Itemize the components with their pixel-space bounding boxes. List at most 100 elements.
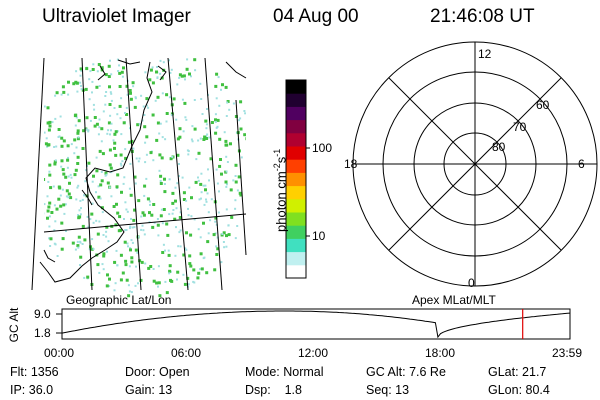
emission-speckle xyxy=(213,268,217,272)
emission-speckle xyxy=(204,188,207,192)
emission-speckle xyxy=(54,220,57,223)
emission-speckle xyxy=(133,226,136,229)
emission-speckle xyxy=(92,174,95,178)
emission-speckle xyxy=(188,254,192,258)
emission-speckle xyxy=(77,136,80,139)
emission-speckle xyxy=(183,101,187,105)
door-status: Door: Open xyxy=(125,365,190,379)
emission-speckle xyxy=(192,268,196,272)
emission-speckle xyxy=(136,251,139,254)
instrument-title: Ultraviolet Imager xyxy=(42,6,191,27)
emission-speckle xyxy=(247,227,249,229)
emission-speckle xyxy=(48,124,52,128)
emission-speckle xyxy=(40,153,43,156)
emission-speckle xyxy=(124,148,127,151)
emission-speckle xyxy=(112,139,115,142)
emission-speckle xyxy=(229,188,233,192)
emission-speckle xyxy=(214,113,217,116)
emission-speckle xyxy=(202,138,206,141)
emission-speckle xyxy=(53,160,57,164)
emission-speckle xyxy=(187,207,189,210)
emission-speckle xyxy=(166,233,170,237)
emission-speckle xyxy=(54,159,57,162)
emission-speckle xyxy=(89,70,92,73)
emission-speckle xyxy=(151,225,155,229)
emission-speckle xyxy=(119,117,122,120)
emission-speckle xyxy=(210,198,213,201)
emission-speckle xyxy=(128,290,131,293)
emission-speckle xyxy=(225,155,228,158)
emission-speckle xyxy=(109,91,112,94)
emission-speckle xyxy=(200,191,203,194)
emission-speckle xyxy=(165,93,169,97)
emission-speckle xyxy=(107,75,111,78)
emission-speckle xyxy=(129,248,132,252)
emission-speckle xyxy=(176,153,180,157)
emission-speckle xyxy=(105,284,109,288)
emission-speckle xyxy=(150,213,154,217)
emission-speckle xyxy=(168,269,172,273)
emission-speckle xyxy=(106,273,109,277)
emission-speckle xyxy=(116,211,120,215)
emission-speckle xyxy=(41,155,44,158)
emission-speckle xyxy=(46,209,50,213)
mlt-label-6: 6 xyxy=(578,157,585,171)
emission-speckle xyxy=(236,225,239,227)
emission-speckle xyxy=(89,218,92,221)
emission-speckle xyxy=(148,200,151,203)
emission-speckle xyxy=(195,158,198,161)
emission-speckle xyxy=(105,173,108,176)
emission-speckle xyxy=(234,237,237,240)
emission-speckle xyxy=(144,141,147,144)
emission-speckle xyxy=(59,194,62,197)
emission-speckle xyxy=(189,233,193,237)
colorbar xyxy=(285,79,310,279)
emission-speckle xyxy=(81,147,85,150)
emission-speckle xyxy=(114,130,118,134)
emission-speckle xyxy=(220,172,223,176)
emission-speckle xyxy=(49,186,53,190)
emission-speckle xyxy=(110,129,112,132)
emission-speckle xyxy=(215,97,218,100)
emission-speckle xyxy=(104,171,108,175)
emission-speckle xyxy=(176,270,180,274)
emission-speckle xyxy=(74,248,77,251)
emission-speckle xyxy=(205,271,209,275)
emission-speckle xyxy=(160,156,164,160)
emission-speckle xyxy=(138,123,141,125)
emission-speckle xyxy=(134,97,137,100)
emission-speckle xyxy=(133,175,137,179)
emission-speckle xyxy=(115,202,118,206)
emission-speckle xyxy=(193,127,197,131)
emission-speckle xyxy=(125,84,129,88)
emission-speckle xyxy=(129,227,131,230)
emission-speckle xyxy=(32,174,35,177)
emission-speckle xyxy=(141,119,144,122)
emission-speckle xyxy=(215,126,218,129)
emission-speckle xyxy=(208,179,210,182)
emission-speckle xyxy=(193,58,197,62)
emission-speckle xyxy=(124,201,127,204)
emission-speckle xyxy=(199,82,202,85)
emission-speckle xyxy=(188,72,191,76)
emission-speckle xyxy=(178,175,180,178)
emission-speckle xyxy=(179,245,182,248)
emission-speckle xyxy=(181,176,184,179)
emission-speckle xyxy=(77,119,81,123)
mlat-label-70: 70 xyxy=(513,120,527,134)
emission-speckle xyxy=(152,203,156,206)
emission-speckle xyxy=(131,241,134,244)
emission-speckle xyxy=(79,264,81,266)
emission-speckle xyxy=(60,221,64,225)
emission-speckle xyxy=(116,113,119,116)
emission-speckle xyxy=(224,180,228,184)
emission-speckle xyxy=(97,133,100,136)
emission-speckle xyxy=(146,197,150,201)
emission-speckle xyxy=(185,67,189,71)
emission-speckle xyxy=(165,120,168,123)
emission-speckle xyxy=(168,178,171,181)
emission-speckle xyxy=(149,151,153,155)
emission-speckle xyxy=(119,278,123,282)
emission-speckle xyxy=(144,262,147,265)
emission-speckle xyxy=(91,91,93,94)
